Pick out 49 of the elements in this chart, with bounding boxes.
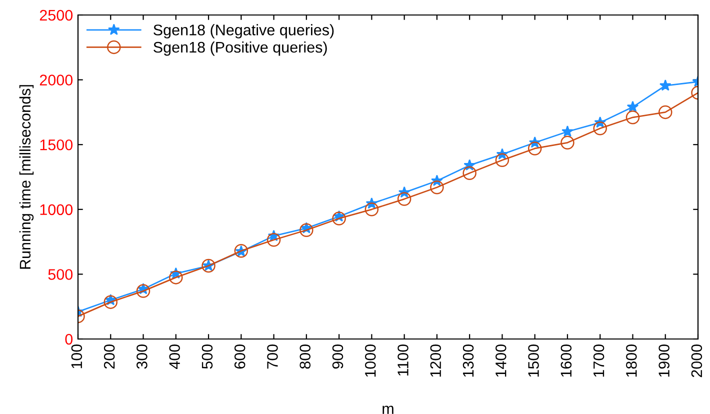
y-tick-label: 1500: [40, 139, 73, 150]
point: [528, 142, 542, 156]
legend-label: Sgen18 (Positive queries): [154, 41, 327, 56]
point: [397, 192, 412, 206]
x-axis-title: m: [382, 406, 394, 414]
y-axis-title: Running time [milliseconds]: [19, 85, 34, 269]
x-tick-label: 300: [136, 344, 148, 369]
point: [332, 212, 346, 226]
y-tick-label: 0: [65, 334, 73, 345]
point: [364, 202, 379, 216]
x-tick-label: 700: [267, 344, 278, 369]
x-tick-label: 1000: [364, 344, 376, 377]
point: [136, 284, 150, 298]
x-tick-label: 1300: [462, 344, 474, 377]
point: [430, 180, 444, 194]
point: [659, 79, 672, 91]
legend-label: Sgen18 (Negative queries): [154, 24, 334, 38]
x-tick-label: 200: [104, 344, 115, 369]
x-tick-label: 1800: [626, 344, 637, 377]
y-tick-label: 1000: [40, 204, 73, 216]
x-tick-label: 1400: [495, 344, 506, 377]
x-tick-label: 1100: [398, 344, 408, 376]
point: [300, 223, 314, 238]
point: [560, 136, 574, 150]
point: [169, 270, 183, 284]
x-tick-label: 1700: [593, 344, 604, 377]
point: [495, 153, 510, 168]
point: [266, 232, 281, 247]
x-tick-label: 900: [332, 344, 344, 369]
y-tick-label: 2500: [40, 10, 73, 21]
point: [593, 122, 607, 136]
point: [626, 100, 639, 112]
x-tick-label: 1600: [560, 344, 572, 377]
y-tick-label: 2000: [40, 74, 73, 86]
x-tick-label: 1500: [528, 344, 539, 377]
y-tick-label: 500: [48, 269, 73, 280]
point: [626, 110, 640, 124]
x-tick-label: 1200: [430, 344, 442, 377]
point: [462, 166, 476, 180]
x-tick-label: 1900: [658, 344, 670, 377]
point: [562, 125, 574, 137]
point: [104, 295, 118, 309]
x-tick-label: 500: [202, 344, 213, 369]
x-tick-label: 800: [300, 344, 311, 369]
x-tick-label: 2000: [691, 344, 702, 378]
x-tick-label: 100: [71, 344, 82, 368]
point: [658, 105, 672, 120]
x-tick-label: 400: [169, 344, 180, 369]
x-tick-label: 600: [234, 344, 246, 369]
